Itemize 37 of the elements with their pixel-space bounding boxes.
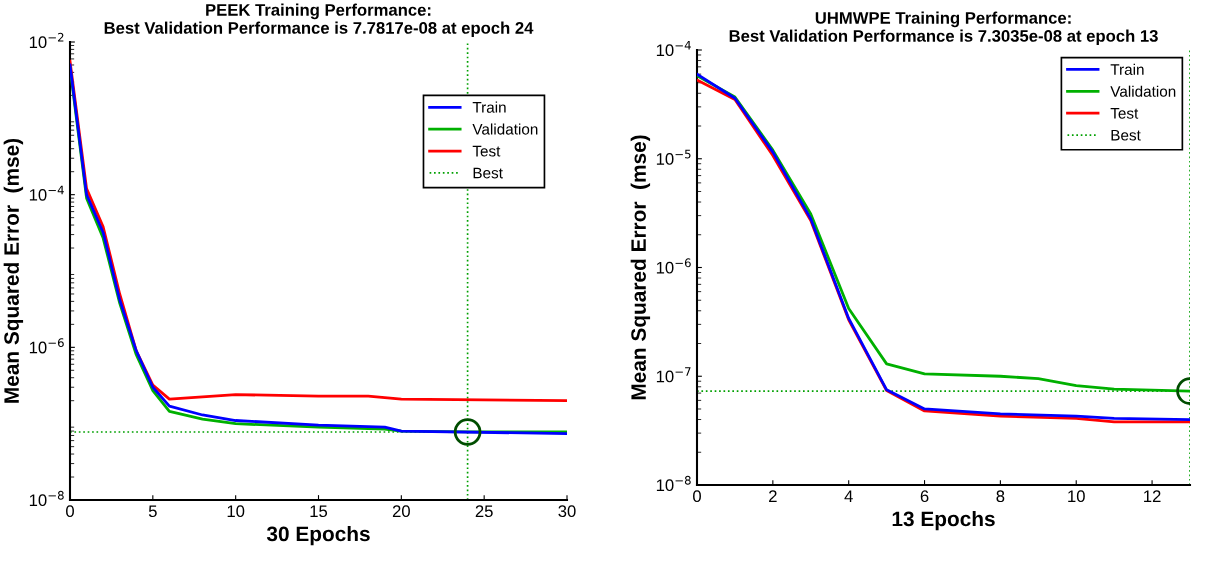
y-axis-title: Mean Squared Error (mse) [3,138,24,403]
y-tick-label: 10$^{−6}$ [29,338,64,354]
y-tick-label: 10$^{−8}$ [29,490,64,507]
legend-label: Validation [1110,85,1176,97]
y-tick-label: 10$^{−6}$ [656,258,691,274]
x-tick-label: 6 [920,490,929,503]
y-tick-label: 10$^{−7}$ [656,367,691,383]
y-tick-label: 10$^{−4}$ [656,41,691,57]
legend-label: Best [473,167,503,179]
x-tick-label: 12 [1144,490,1161,502]
y-tick-label: 10$^{−8}$ [656,475,691,492]
legend-label: Validation [472,123,538,135]
legend-label: Train [1110,63,1144,75]
y-tick-label: 10$^{−5}$ [656,149,691,165]
x-axis-title: 30 Epochs [266,525,370,546]
x-tick-label: 15 [310,505,328,518]
x-tick-label: 25 [475,505,493,518]
legend-label: Test [472,145,501,157]
x-tick-label: 4 [844,490,853,502]
y-tick-label: 10$^{−2}$ [29,32,64,49]
x-tick-label: 30 [558,505,576,518]
x-tick-label: 5 [148,505,157,518]
chart-title: UHMWPE Training Performance: Best Validation Performance is 7.3035e-08 at epoch 13 [729,11,1158,46]
y-axis-title: Mean Squared Error (mse) [630,135,651,400]
legend-label: Test [1110,108,1139,119]
x-axis-title: 13 Epochs [892,510,995,531]
legend-label: Train [472,101,506,113]
legend-label: Best [1111,129,1141,141]
x-tick-label: 10 [1068,490,1085,503]
x-tick-label: 8 [996,490,1005,503]
x-tick-label: 0 [66,505,74,518]
chart-title: PEEK Training Performance: Best Validation Performance is 7.7817e-08 at epoch 24 [104,3,534,38]
x-tick-label: 10 [227,505,245,518]
y-tick-label: 10$^{−4}$ [29,185,64,201]
x-tick-label: 20 [392,505,410,518]
x-tick-label: 2 [769,490,777,502]
x-tick-label: 0 [693,490,701,503]
